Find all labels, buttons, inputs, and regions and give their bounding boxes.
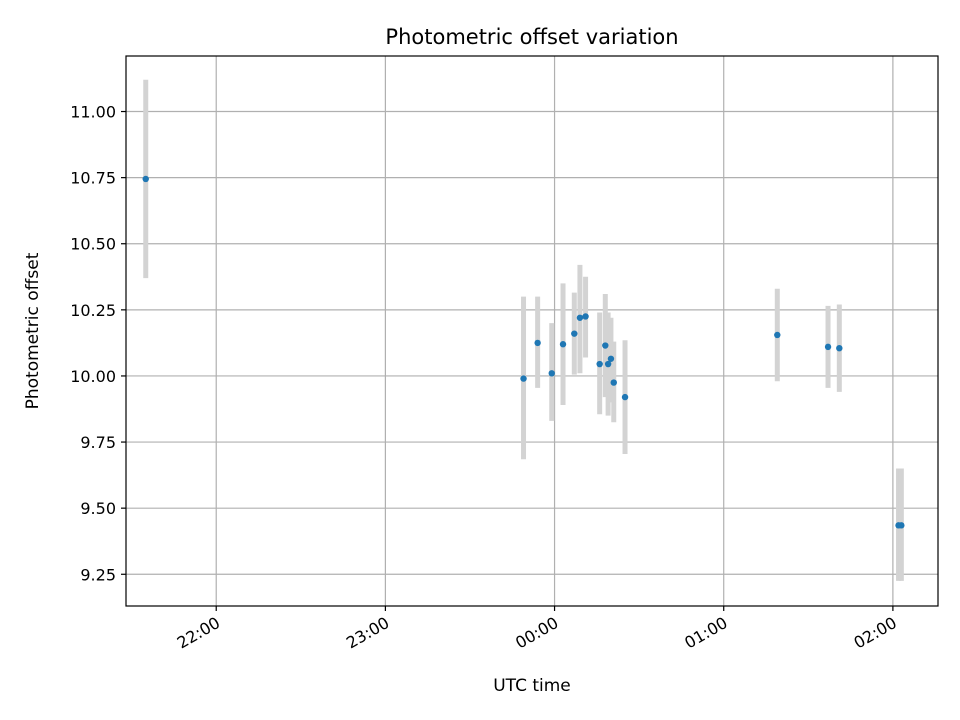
error-bars [143,79,904,581]
data-point [520,375,527,382]
y-axis-label: Photometric offset [23,252,43,409]
data-point [836,344,843,352]
y-tick-label: 10.00 [70,367,116,386]
grid [126,56,938,606]
data-points [142,175,905,529]
data-point [576,314,584,321]
data-point [602,342,609,349]
data-point [596,360,603,368]
y-axis-ticks: 9.25 9.50 9.75 10.00 10.25 10.50 10.75 11.00 [70,103,126,584]
data-point [582,313,589,320]
data-point [621,393,629,401]
y-tick-label: 11.00 [70,103,116,122]
plot-frame [125,55,939,607]
x-tick-label: 00:00 [512,613,561,653]
x-axis-ticks: 22:00 23:00 00:00 01:00 02:00 [174,606,900,653]
data-point [824,343,832,351]
data-point [559,341,567,348]
data-point [142,175,149,183]
x-axis-label: UTC time [493,676,571,696]
y-tick-label: 10.75 [70,169,116,188]
y-tick-label: 9.75 [80,433,116,452]
data-point [571,330,578,337]
data-point [610,379,617,386]
x-tick-label: 23:00 [343,613,392,653]
x-tick-label: 01:00 [681,613,730,653]
x-tick-label: 22:00 [174,613,223,653]
y-tick-label: 9.25 [80,565,116,584]
data-point [604,360,612,368]
data-point [898,522,905,529]
data-point [607,355,615,362]
chart-title: Photometric offset variation [385,25,678,49]
y-tick-label: 10.50 [70,235,116,254]
data-point [534,339,541,347]
y-tick-label: 9.50 [80,499,116,518]
data-point [548,370,555,377]
data-point [774,331,781,339]
y-tick-label: 10.25 [70,301,116,320]
x-tick-label: 02:00 [850,613,899,653]
